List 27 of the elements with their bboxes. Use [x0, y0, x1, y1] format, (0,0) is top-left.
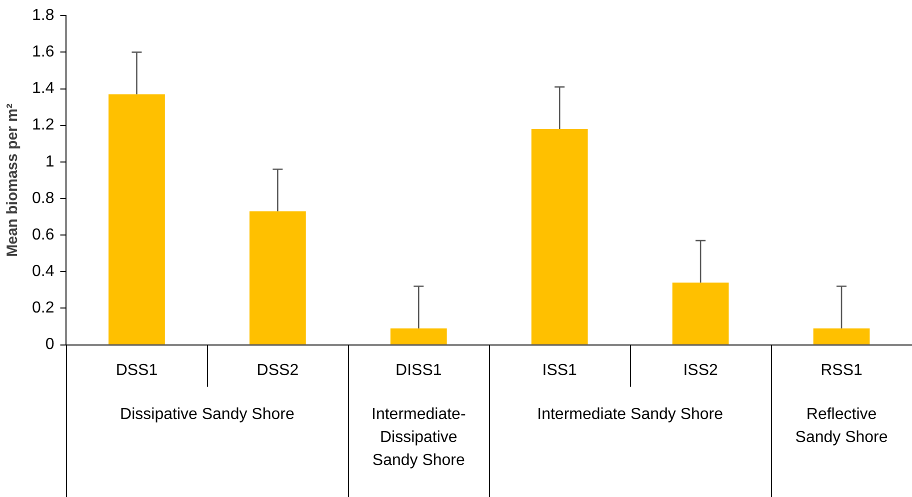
x-tick-label: ISS1 — [542, 362, 578, 379]
y-tick-label: 1.4 — [32, 80, 54, 98]
y-tick-label: 0 — [45, 336, 54, 354]
bar — [813, 328, 870, 344]
x-tick-label: DISS1 — [396, 362, 442, 379]
text: Dissipative Sandy Shore — [120, 406, 294, 424]
bar — [249, 211, 306, 344]
y-tick-label: 0.6 — [32, 226, 54, 244]
y-tick-label: 1.6 — [32, 44, 54, 61]
y-tick-label: 1.2 — [32, 116, 54, 134]
x-tick-label: RSS1 — [820, 362, 863, 379]
y-tick-label: 0.2 — [32, 300, 54, 317]
y-axis-title: Mean biomass per m² — [4, 104, 22, 257]
bar — [672, 282, 729, 344]
x-tick-label: ISS2 — [683, 362, 718, 379]
y-tick-label: 1 — [45, 153, 54, 170]
text: Reflective Sandy Shore — [795, 406, 888, 446]
x-tick-label: DSS1 — [116, 362, 158, 379]
x-tick-label: DSS2 — [256, 362, 299, 379]
bar — [108, 94, 165, 344]
y-tick-label: 0.4 — [32, 263, 54, 280]
y-tick-label: 1.8 — [32, 7, 54, 24]
text: Intermediate-Dissipative Sandy Shore — [372, 406, 466, 470]
bar — [531, 128, 588, 344]
y-tick-label: 0.8 — [32, 190, 54, 207]
bar — [390, 328, 447, 344]
text: Intermediate Sandy Shore — [537, 406, 724, 424]
